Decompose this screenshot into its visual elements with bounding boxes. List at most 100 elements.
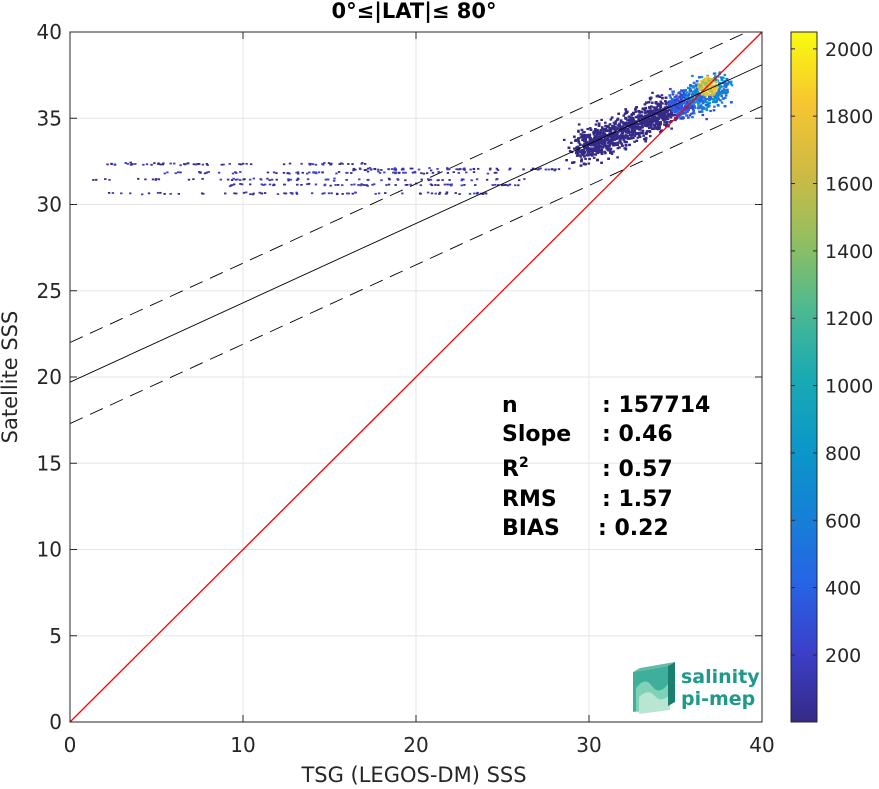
density-point xyxy=(687,108,690,111)
density-point xyxy=(643,111,647,114)
density-point xyxy=(443,183,447,186)
density-point xyxy=(602,134,606,137)
density-point xyxy=(596,150,599,153)
density-point xyxy=(472,167,476,170)
density-point xyxy=(691,101,695,104)
density-point xyxy=(662,114,665,117)
density-point xyxy=(306,178,310,181)
density-point xyxy=(577,140,580,143)
density-point xyxy=(729,80,733,83)
density-point xyxy=(446,183,449,186)
density-point xyxy=(653,116,657,119)
density-point xyxy=(570,141,573,144)
fit-line xyxy=(69,105,763,424)
density-point xyxy=(441,179,444,181)
density-point xyxy=(583,130,586,134)
density-point xyxy=(614,132,618,135)
density-point xyxy=(700,110,704,113)
density-point xyxy=(550,168,553,171)
density-point xyxy=(418,192,422,195)
density-point xyxy=(594,130,598,133)
density-point xyxy=(622,138,626,142)
density-point xyxy=(632,133,635,136)
density-point xyxy=(142,163,145,166)
density-point xyxy=(685,109,688,113)
stat-slope-label: Slope xyxy=(502,422,571,447)
density-point xyxy=(129,192,132,195)
density-point xyxy=(680,89,683,92)
density-point xyxy=(354,168,357,171)
density-point xyxy=(593,146,597,149)
density-point xyxy=(641,107,645,111)
density-point xyxy=(475,178,479,181)
density-point xyxy=(287,178,290,181)
density-point xyxy=(597,133,601,136)
density-point xyxy=(504,183,507,186)
density-point xyxy=(689,112,693,115)
density-point xyxy=(604,145,608,148)
density-point xyxy=(420,178,423,181)
density-point xyxy=(648,130,652,133)
density-point xyxy=(674,104,678,107)
y-axis-label: Satellite SSS xyxy=(0,311,22,444)
density-point xyxy=(655,126,659,129)
density-point xyxy=(340,162,343,165)
logo-waves-icon xyxy=(633,662,675,714)
density-point xyxy=(472,171,476,174)
density-point xyxy=(723,105,727,108)
density-point xyxy=(174,172,177,175)
density-point xyxy=(595,144,598,147)
density-point xyxy=(124,162,127,164)
density-point xyxy=(616,156,619,159)
density-point xyxy=(641,119,645,122)
density-point xyxy=(677,111,681,114)
density-point xyxy=(522,168,525,171)
density-point xyxy=(644,107,647,110)
density-point xyxy=(324,178,328,181)
density-point xyxy=(680,112,683,116)
density-point xyxy=(137,177,140,180)
density-point xyxy=(675,94,678,97)
density-point xyxy=(367,178,370,181)
density-point xyxy=(199,171,202,174)
density-point xyxy=(485,178,489,181)
density-point xyxy=(222,163,225,166)
density-point xyxy=(597,137,600,140)
density-point xyxy=(666,106,669,109)
density-point xyxy=(627,118,631,121)
density-point xyxy=(185,162,189,165)
density-point xyxy=(488,168,492,171)
colorbar-tick-label: 1400 xyxy=(825,241,873,263)
density-point xyxy=(703,83,706,87)
density-point xyxy=(588,150,592,153)
density-point xyxy=(656,122,660,125)
density-point xyxy=(729,82,733,85)
density-point xyxy=(702,107,705,110)
density-point xyxy=(616,141,619,144)
density-point xyxy=(596,129,599,132)
density-point xyxy=(600,138,604,142)
density-point xyxy=(624,134,628,137)
density-point xyxy=(650,101,654,104)
stat-n-label: n xyxy=(502,393,518,418)
colorbar-tick-label: 600 xyxy=(825,510,861,532)
density-point xyxy=(639,114,642,117)
density-point xyxy=(372,183,376,186)
density-point xyxy=(707,105,711,108)
density-point xyxy=(394,169,398,171)
density-point xyxy=(347,163,350,165)
density-point xyxy=(95,178,98,181)
density-point xyxy=(623,127,627,130)
density-point xyxy=(613,144,616,147)
density-point xyxy=(235,172,238,174)
density-point xyxy=(351,192,355,195)
density-point xyxy=(615,127,619,130)
density-point xyxy=(470,179,473,182)
density-point xyxy=(640,123,644,126)
density-point xyxy=(580,158,583,161)
density-point xyxy=(677,99,681,102)
density-point xyxy=(402,168,405,171)
density-point xyxy=(572,161,576,164)
density-point xyxy=(716,88,720,91)
density-point xyxy=(651,119,654,122)
